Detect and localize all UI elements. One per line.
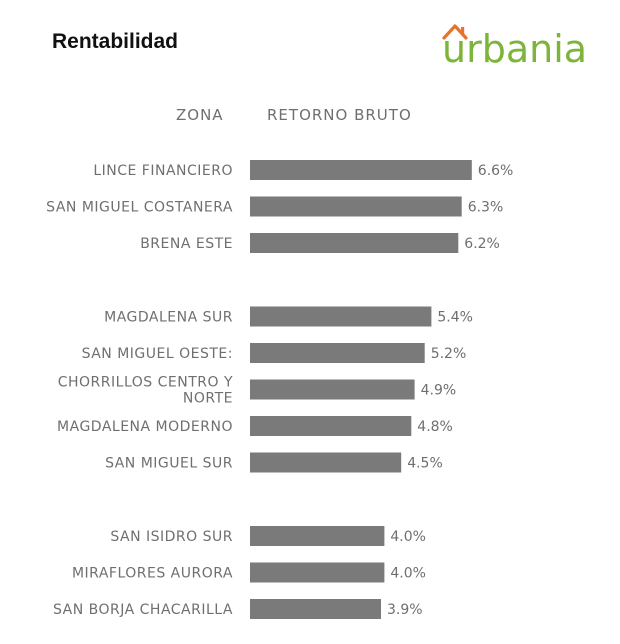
bar-value-label: 5.2% — [431, 346, 467, 362]
bar-value-label: 4.9% — [421, 383, 457, 399]
zone-label: BRENA ESTE — [140, 236, 233, 252]
zone-label: SAN MIGUEL OESTE: — [82, 346, 233, 362]
bar-value-label: 4.8% — [417, 419, 453, 435]
zone-label: MIRAFLORES AURORA — [72, 566, 233, 582]
bar-value-label: 6.3% — [468, 200, 504, 216]
bar-value-label: 6.6% — [478, 163, 514, 179]
bar — [250, 233, 459, 253]
bar — [250, 306, 432, 327]
zone-label: SAN MIGUEL COSTANERA — [46, 200, 233, 216]
bar — [250, 599, 381, 619]
zone-label: SAN ISIDRO SUR — [110, 529, 233, 545]
bar-value-label: 6.2% — [464, 236, 500, 252]
header-retorno-bruto: RETORNO BRUTO — [267, 106, 412, 124]
bar — [250, 562, 385, 583]
zone-label: MAGDALENA SUR — [104, 310, 233, 326]
bar-value-label: 4.5% — [407, 456, 443, 472]
urbania-logo: urbania — [442, 24, 587, 71]
bar — [250, 452, 402, 473]
bar-value-label: 5.4% — [437, 310, 473, 326]
zone-label: SAN MIGUEL SUR — [105, 456, 233, 472]
bar — [250, 343, 425, 363]
zone-label: MAGDALENA MODERNO — [57, 419, 233, 435]
header-zona: ZONA — [176, 106, 224, 124]
bar — [250, 196, 462, 217]
bar — [250, 160, 472, 180]
bar-value-label: 4.0% — [390, 529, 426, 545]
zone-label: NORTE — [183, 391, 233, 407]
logo-wordmark: urbania — [442, 27, 587, 71]
bar — [250, 379, 415, 400]
bar-value-label: 3.9% — [387, 602, 423, 618]
bar-value-label: 4.0% — [390, 566, 426, 582]
bar — [250, 526, 385, 546]
bar — [250, 416, 412, 436]
zone-label: LINCE FINANCIERO — [93, 163, 233, 179]
zone-label: CHORRILLOS CENTRO Y — [58, 375, 233, 391]
zone-label: SAN BORJA CHACARILLA — [53, 602, 233, 618]
chart-title: Rentabilidad — [52, 30, 179, 53]
